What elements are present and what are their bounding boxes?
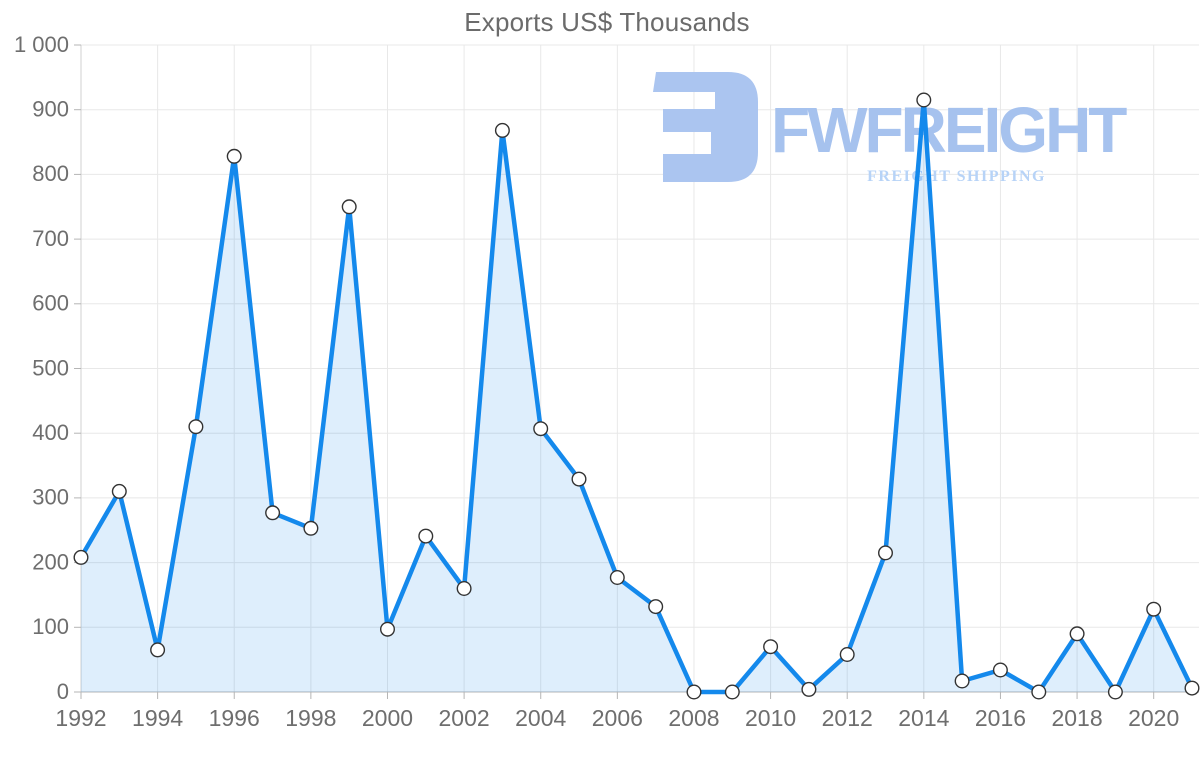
data-point-marker[interactable] bbox=[648, 599, 664, 615]
data-point-marker[interactable] bbox=[380, 621, 396, 637]
watermark-brand-text: FWFREIGHT bbox=[771, 94, 1127, 166]
x-axis-label: 1992 bbox=[55, 705, 106, 731]
x-axis-label: 2018 bbox=[1051, 705, 1102, 731]
data-point-marker[interactable] bbox=[724, 684, 740, 700]
data-point-marker[interactable] bbox=[456, 581, 472, 597]
y-axis-label: 500 bbox=[32, 355, 69, 380]
data-point-marker[interactable] bbox=[303, 520, 319, 536]
data-point-marker[interactable] bbox=[1184, 680, 1200, 696]
data-point-marker[interactable] bbox=[494, 122, 510, 138]
y-axis-label: 800 bbox=[32, 161, 69, 186]
data-point-marker[interactable] bbox=[341, 199, 357, 215]
fwfreight-logo-icon bbox=[653, 72, 758, 182]
data-point-marker[interactable] bbox=[1146, 601, 1162, 617]
x-axis-label: 2020 bbox=[1128, 705, 1179, 731]
data-point-marker[interactable] bbox=[1069, 626, 1085, 642]
data-point-marker[interactable] bbox=[954, 673, 970, 689]
data-point-marker[interactable] bbox=[73, 549, 89, 565]
data-point-marker[interactable] bbox=[571, 471, 587, 487]
y-axis-label: 200 bbox=[32, 549, 69, 574]
data-point-marker[interactable] bbox=[150, 642, 166, 658]
data-point-marker[interactable] bbox=[801, 681, 817, 697]
data-point-marker[interactable] bbox=[686, 684, 702, 700]
data-point-marker[interactable] bbox=[878, 545, 894, 561]
x-axis-label: 2014 bbox=[898, 705, 949, 731]
data-point-marker[interactable] bbox=[265, 505, 281, 521]
x-axis-label: 2000 bbox=[362, 705, 413, 731]
x-axis-label: 1996 bbox=[209, 705, 260, 731]
data-point-marker[interactable] bbox=[533, 421, 549, 437]
x-axis-label: 1994 bbox=[132, 705, 183, 731]
data-point-marker[interactable] bbox=[763, 639, 779, 655]
y-axis-label: 100 bbox=[32, 614, 69, 639]
x-axis-label: 2010 bbox=[745, 705, 796, 731]
data-point-marker[interactable] bbox=[1107, 684, 1123, 700]
watermark: FWFREIGHT FREIGHT SHIPPING bbox=[653, 72, 1130, 185]
x-axis-label: 2006 bbox=[592, 705, 643, 731]
axis-labels: 0 100 200 300 400 500 600 700 800 900 1 000 1992 199… bbox=[14, 32, 1179, 731]
y-axis-label: 300 bbox=[32, 485, 69, 510]
watermark-tagline-text: FREIGHT SHIPPING bbox=[867, 168, 1046, 185]
data-point-marker[interactable] bbox=[992, 662, 1008, 678]
x-axis-label: 1998 bbox=[285, 705, 336, 731]
x-axis-label: 2012 bbox=[822, 705, 873, 731]
x-axis-label: 2004 bbox=[515, 705, 566, 731]
data-point-marker[interactable] bbox=[226, 148, 242, 164]
y-axis-label: 400 bbox=[32, 420, 69, 445]
y-axis-label: 600 bbox=[32, 291, 69, 316]
data-point-marker[interactable] bbox=[1031, 684, 1047, 700]
exports-area-fill bbox=[81, 100, 1192, 692]
data-point-marker[interactable] bbox=[609, 570, 625, 586]
x-axis-label: 2016 bbox=[975, 705, 1026, 731]
series-exports bbox=[73, 92, 1200, 700]
data-point-marker[interactable] bbox=[111, 483, 127, 499]
y-axis-label: 900 bbox=[32, 97, 69, 122]
data-point-marker[interactable] bbox=[418, 528, 434, 544]
data-point-marker[interactable] bbox=[916, 92, 932, 108]
data-point-marker[interactable] bbox=[839, 647, 855, 663]
data-point-marker[interactable] bbox=[188, 419, 204, 435]
y-axis-label: 0 bbox=[57, 679, 69, 704]
x-axis-label: 2008 bbox=[668, 705, 719, 731]
axes bbox=[74, 44, 1199, 699]
y-axis-label: 1 000 bbox=[14, 32, 69, 57]
x-axis-label: 2002 bbox=[439, 705, 490, 731]
y-axis-label: 700 bbox=[32, 226, 69, 251]
chart-title: Exports US$ Thousands bbox=[464, 7, 750, 37]
